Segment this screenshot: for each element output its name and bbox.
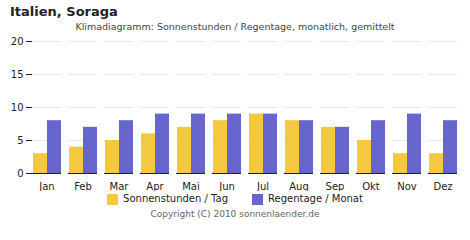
- html-text:Italien, Soraga: Italien, Soraga: [10, 4, 118, 19]
- svg-text:15: 15: [11, 69, 24, 80]
- svg-text:Sep: Sep: [326, 181, 345, 191]
- svg-text:Nov: Nov: [397, 181, 417, 191]
- svg-text:10: 10: [11, 102, 24, 113]
- svg-text:Okt: Okt: [362, 181, 380, 191]
- html-text:Copyright (C) 2010 sonnenlaend: Copyright (C) 2010 sonnenlaender.de: [150, 209, 320, 219]
- svg-text:Jun: Jun: [218, 181, 235, 191]
- svg-text:Feb: Feb: [74, 181, 92, 191]
- html-text:Klimadiagramm: Sonnenstunden /: Klimadiagramm: Sonnenstunden / Regentage…: [75, 21, 395, 32]
- html-text:Sonnenstunden / Tag: Sonnenstunden / Tag: [123, 193, 228, 204]
- svg-text:Jul: Jul: [256, 181, 269, 191]
- svg-text:Mai: Mai: [182, 181, 200, 191]
- html-text:Regentage / Monat: Regentage / Monat: [268, 193, 363, 204]
- svg-text:5: 5: [17, 135, 23, 146]
- svg-text:20: 20: [11, 36, 24, 47]
- svg-text:Mar: Mar: [110, 181, 130, 191]
- svg-text:Jan: Jan: [38, 181, 54, 191]
- svg-text:Apr: Apr: [146, 181, 164, 191]
- svg-text:0: 0: [17, 168, 23, 179]
- svg-text:Aug: Aug: [289, 181, 309, 191]
- svg-text:Dez: Dez: [433, 181, 452, 191]
